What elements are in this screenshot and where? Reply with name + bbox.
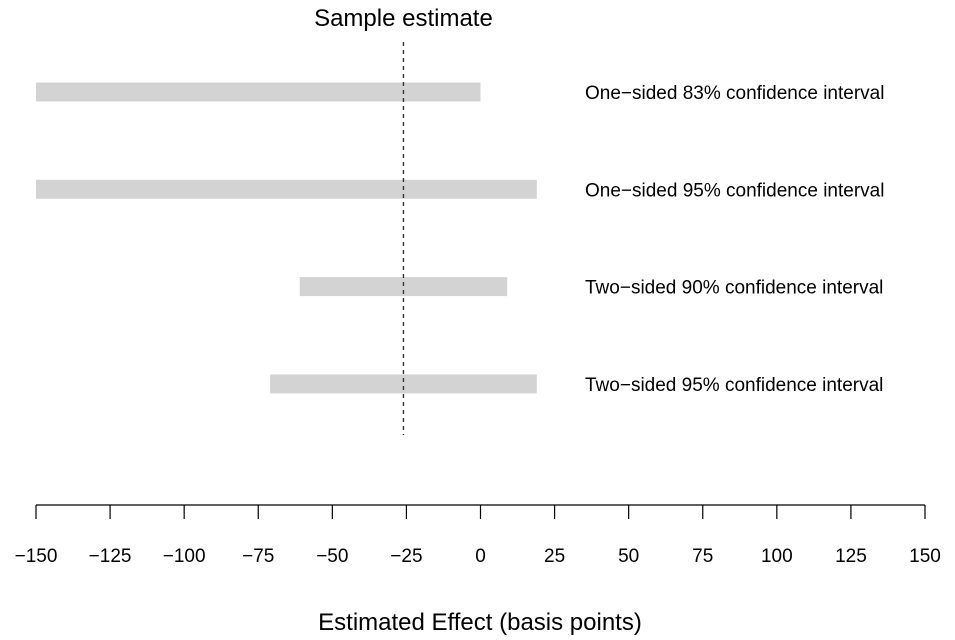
x-tick-label-5: −25 [390,546,422,567]
interval-label-3: Two−sided 90% confidence interval [585,278,883,299]
interval-label-1: One−sided 83% confidence interval [585,83,884,104]
x-tick-label-4: −50 [316,546,348,567]
interval-bar-2 [36,179,537,199]
intervals-layer [36,82,537,394]
x-tick-label-11: 125 [835,546,867,567]
x-tick-label-3: −75 [242,546,274,567]
x-tick-label-0: −150 [15,546,58,567]
interval-labels-layer: One−sided 83% confidence interval One−sid… [585,83,884,396]
sample-estimate-label: Sample estimate [314,5,493,32]
x-axis: −150 −125 −100 −75 −50 −25 0 25 50 75 100 125 150 [15,504,941,567]
x-tick-label-8: 50 [618,546,639,567]
x-axis-title: Estimated Effect (basis points) [318,609,642,636]
x-tick-label-2: −100 [163,546,206,567]
x-tick-label-7: 25 [544,546,565,567]
x-tick-label-1: −125 [89,546,132,567]
interval-label-2: One−sided 95% confidence interval [585,180,884,201]
x-tick-label-12: 150 [909,546,941,567]
interval-bar-3 [299,277,508,297]
interval-bar-1 [36,82,481,102]
x-tick-label-10: 100 [761,546,793,567]
x-tick-label-6: 0 [475,546,486,567]
x-tick-label-9: 75 [692,546,713,567]
reference-line-layer: Sample estimate [314,5,493,435]
interval-bar-4 [270,374,537,394]
interval-label-4: Two−sided 95% confidence interval [585,375,883,396]
